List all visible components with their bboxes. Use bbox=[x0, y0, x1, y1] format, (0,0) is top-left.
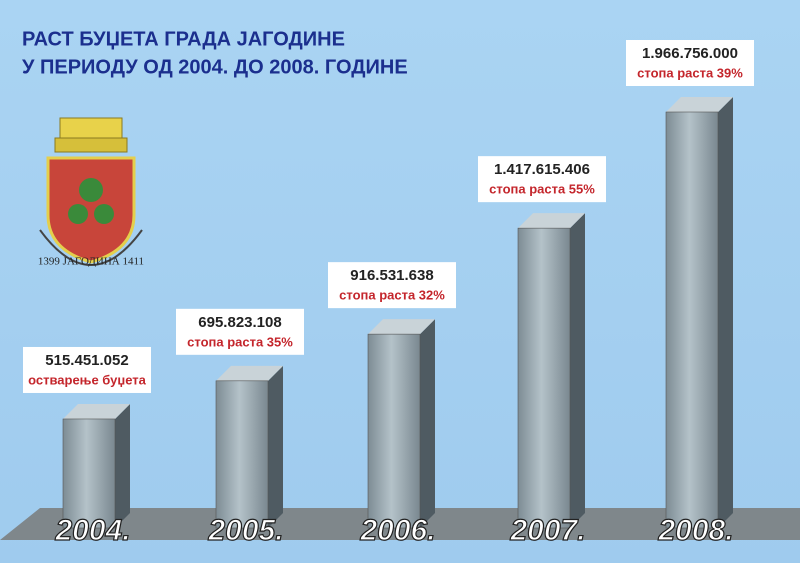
value-label: 1.417.615.406 bbox=[494, 161, 590, 178]
chart-title: РАСТ БУЏЕТА ГРАДА ЈАГОДИНЕ bbox=[22, 28, 345, 50]
x-tick-label: 2008. bbox=[657, 514, 733, 547]
bar bbox=[367, 333, 421, 529]
x-tick-label: 2004. bbox=[54, 514, 130, 547]
bar-side bbox=[570, 213, 585, 528]
bar bbox=[665, 111, 719, 529]
annotation: стопа раста 39% bbox=[637, 65, 743, 80]
label-box bbox=[626, 40, 754, 86]
value-label: 515.451.052 bbox=[45, 352, 128, 369]
bar-side bbox=[718, 97, 733, 528]
bar-top bbox=[216, 365, 283, 381]
bar bbox=[62, 418, 116, 529]
label-box bbox=[328, 262, 456, 309]
emblem: 1399 ЈАГОДИНА 1411 bbox=[38, 117, 144, 268]
annotation: остварење буџета bbox=[28, 372, 147, 387]
bar bbox=[215, 380, 269, 529]
x-tick-label: 2006. bbox=[359, 514, 435, 547]
annotation: стопа раста 32% bbox=[339, 288, 445, 303]
chart-subtitle: У ПЕРИОДУ ОД 2004. ДО 2008. ГОДИНЕ bbox=[22, 56, 408, 78]
annotation: стопа раста 55% bbox=[489, 182, 595, 197]
label-box bbox=[23, 346, 151, 393]
annotation: стопа раста 35% bbox=[187, 334, 293, 349]
value-label: 695.823.108 bbox=[198, 314, 281, 331]
x-tick-label: 2005. bbox=[207, 514, 283, 547]
bar-top bbox=[368, 319, 435, 335]
bar-side bbox=[115, 403, 130, 528]
value-label: 916.531.638 bbox=[350, 267, 433, 284]
value-label: 1.966.756.000 bbox=[642, 45, 738, 62]
bar-top bbox=[666, 97, 733, 112]
bar-side bbox=[420, 319, 435, 528]
bar-top bbox=[518, 213, 585, 229]
x-tick-label: 2007. bbox=[509, 514, 585, 547]
label-box bbox=[478, 156, 606, 203]
label-box bbox=[176, 308, 304, 355]
bar-top bbox=[63, 403, 130, 419]
bar-side bbox=[268, 365, 283, 528]
bar bbox=[517, 227, 571, 529]
emblem-text: 1399 ЈАГОДИНА 1411 bbox=[38, 256, 144, 268]
